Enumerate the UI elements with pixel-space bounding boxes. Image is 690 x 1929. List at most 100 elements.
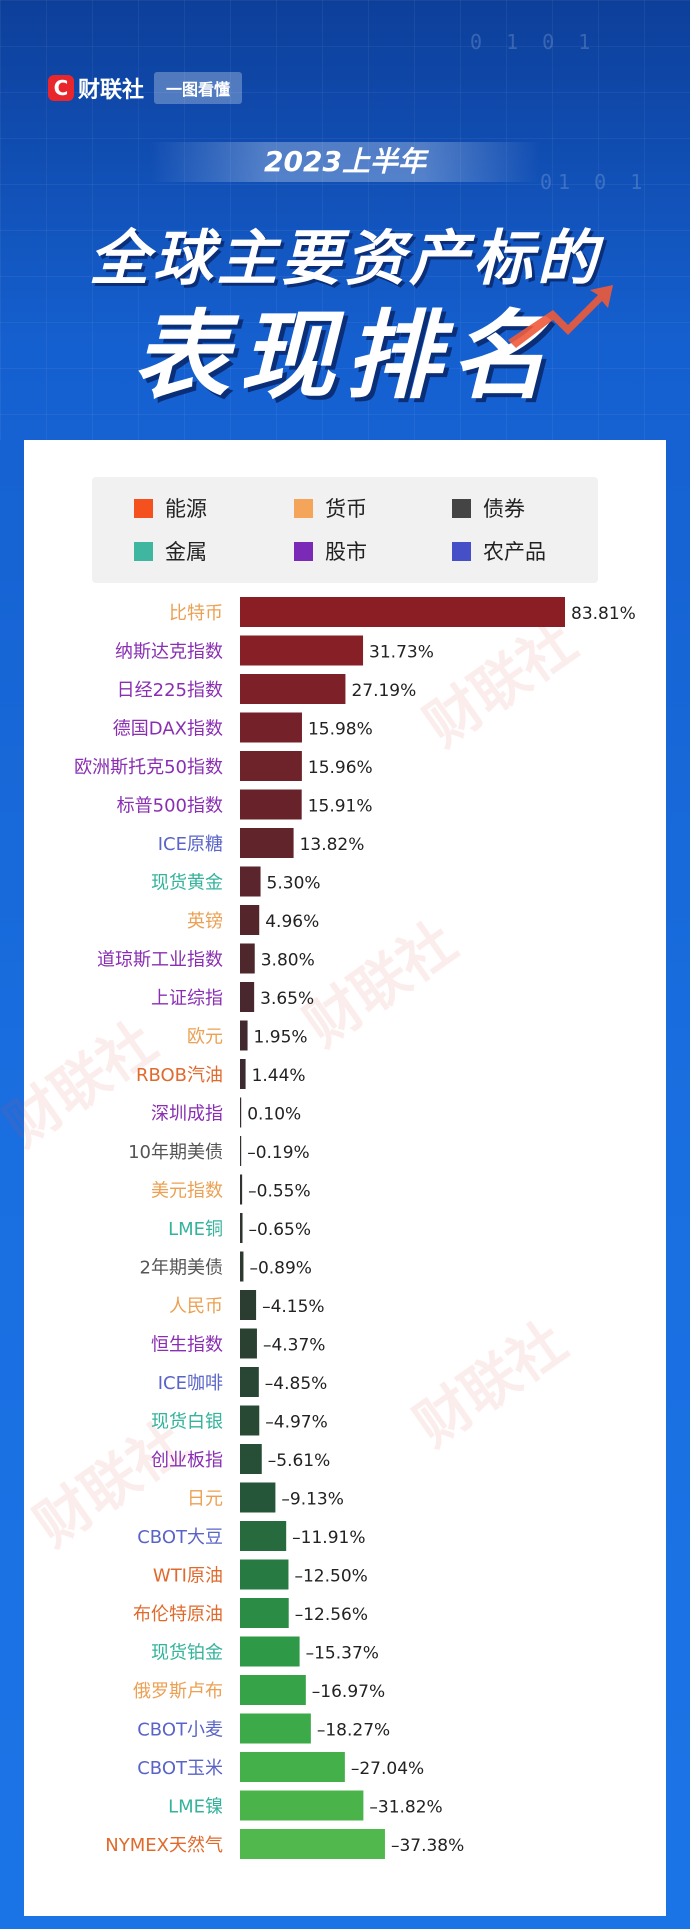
category-tick-label: 日经225指数 (117, 680, 223, 701)
category-tick-label: 日元 (187, 1489, 223, 1510)
legend-item-bond: 债券 (452, 493, 525, 523)
chart-row: 布伦特原油 –12.56% (133, 1598, 368, 1628)
chart-row: 欧洲斯托克50指数 15.96% (74, 751, 373, 781)
bar (240, 905, 260, 935)
chart-row: 现货铂金 –15.37% (151, 1636, 379, 1667)
bar-chart: 比特币 83.81% 纳斯达克指数 31.73% 日经225指数 27.19% 德国DAX指… (74, 597, 636, 1859)
chart-row: ICE原糖 13.82% (158, 828, 364, 858)
data-label: 15.98% (308, 720, 373, 740)
bar (240, 712, 302, 743)
data-label: 15.91% (308, 797, 373, 817)
category-tick-label: 纳斯达克指数 (115, 642, 223, 663)
hero-banner: 0 1 0 1 01 0 1 C 财联社 一图看懂 2023上半年 全球主要资产… (0, 0, 690, 440)
chart-row: 纳斯达克指数 31.73% (115, 635, 434, 666)
chart-row: CBOT大豆 –11.91% (137, 1521, 366, 1551)
brand-logo-icon: C (48, 75, 74, 101)
category-tick-label: RBOB汽油 (136, 1065, 223, 1086)
category-tick-label: 恒生指数 (151, 1335, 223, 1356)
chart-row: 道琼斯工业指数 3.80% (97, 943, 315, 974)
chart-row: 日元 –9.13% (187, 1482, 344, 1513)
category-tick-label: 10年期美债 (128, 1142, 223, 1163)
bar (240, 1020, 248, 1051)
data-label: –12.50% (294, 1567, 367, 1587)
legend-label: 货币 (325, 497, 367, 521)
legend-item-stock: 股市 (294, 536, 367, 566)
legend-swatch (452, 498, 471, 518)
data-label: –0.65% (249, 1220, 312, 1240)
data-label: –16.97% (312, 1682, 385, 1702)
chart-row: 标普500指数 15.91% (117, 789, 373, 820)
chart-row: 英镑 4.96% (187, 905, 319, 935)
category-tick-label: 道琼斯工业指数 (97, 950, 223, 971)
bar (240, 1290, 257, 1320)
category-tick-label: ICE咖啡 (158, 1373, 223, 1394)
category-tick-label: NYMEX天然气 (105, 1835, 223, 1856)
data-label: –12.56% (295, 1605, 368, 1625)
category-tick-label: ICE原糖 (158, 834, 223, 855)
year-label: 2023上半年 (150, 142, 540, 182)
chart-row: NYMEX天然气 –37.38% (105, 1829, 464, 1859)
category-tick-label: WTI原油 (153, 1566, 223, 1587)
page-title-large: 表现排名 (133, 300, 557, 412)
category-tick-label: 英镑 (187, 911, 223, 932)
legend-label: 能源 (165, 497, 207, 521)
legend-swatch (134, 541, 153, 561)
category-tick-label: 标普500指数 (117, 796, 223, 817)
data-label: –0.55% (248, 1182, 311, 1202)
category-tick-label: 2年期美债 (140, 1258, 223, 1279)
chart-row: RBOB汽油 1.44% (136, 1059, 306, 1089)
bar (240, 1829, 385, 1859)
chart-row: 10年期美债 –0.19% (128, 1136, 310, 1166)
data-label: 4.96% (265, 912, 319, 932)
data-label: 3.80% (261, 951, 315, 971)
chart-row: 比特币 83.81% (169, 597, 636, 627)
data-label: –27.04% (351, 1759, 424, 1779)
legend-label: 股市 (325, 540, 367, 564)
category-tick-label: LME铜 (168, 1219, 223, 1240)
bar (240, 828, 294, 858)
bar (240, 982, 255, 1012)
legend-item-energy: 能源 (134, 493, 207, 523)
chart-row: 俄罗斯卢布 –16.97% (133, 1675, 385, 1705)
legend: 能源 货币 债券 金属 股市 农产品 (92, 477, 598, 583)
data-label: 31.73% (369, 643, 434, 663)
bar (240, 1367, 259, 1397)
category-tick-label: 比特币 (169, 603, 223, 624)
data-label: 1.95% (254, 1028, 308, 1048)
chart-row: CBOT小麦 –18.27% (137, 1713, 390, 1744)
legend-item-metal: 金属 (134, 536, 207, 566)
page-title: 全球主要资产标的 (89, 224, 601, 294)
chart-row: 深圳成指 0.10% (151, 1097, 301, 1128)
legend-item-currency: 货币 (294, 493, 367, 523)
bar (240, 789, 302, 820)
bar (240, 1213, 243, 1243)
category-tick-label: 创业板指 (151, 1450, 223, 1471)
category-tick-label: 德国DAX指数 (113, 719, 223, 740)
data-label: 83.81% (571, 604, 636, 624)
bar (240, 635, 364, 666)
bar (240, 866, 261, 897)
bar (240, 1482, 276, 1513)
chart-row: 创业板指 –5.61% (151, 1444, 330, 1474)
chart-row: 德国DAX指数 15.98% (113, 712, 373, 743)
data-label: –4.15% (262, 1297, 325, 1317)
category-tick-label: 现货白银 (151, 1412, 223, 1433)
data-label: –11.91% (292, 1528, 365, 1548)
bar (240, 943, 255, 974)
data-label: –18.27% (317, 1721, 390, 1741)
chart-row: 人民币 –4.15% (169, 1290, 325, 1320)
category-tick-label: 人民币 (169, 1296, 223, 1317)
data-label: –37.38% (391, 1836, 464, 1856)
category-tick-label: CBOT小麦 (137, 1720, 223, 1741)
chart-row: 现货黄金 5.30% (151, 866, 321, 897)
chart-row: 上证综指 3.65% (151, 982, 314, 1012)
legend-label: 金属 (165, 540, 207, 564)
data-label: –9.13% (281, 1490, 344, 1510)
category-tick-label: 欧元 (187, 1027, 223, 1048)
chart-row: LME镍 –31.82% (168, 1790, 443, 1821)
legend-swatch (134, 498, 153, 518)
binary-decoration: 01 0 1 (540, 170, 649, 194)
bar (240, 1174, 243, 1205)
data-label: –0.19% (247, 1143, 310, 1163)
chart-row: 2年期美债 –0.89% (140, 1251, 312, 1282)
